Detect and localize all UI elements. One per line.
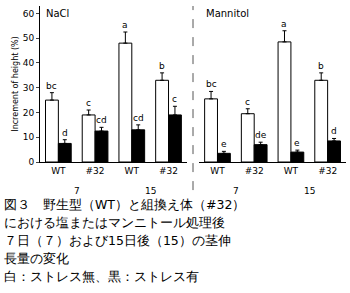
svg-text:a: a: [122, 20, 128, 30]
svg-text:c: c: [245, 97, 250, 107]
svg-text:15: 15: [145, 186, 156, 196]
svg-text:15: 15: [304, 186, 315, 196]
svg-text:WT: WT: [125, 166, 140, 176]
svg-text:e: e: [294, 138, 300, 148]
svg-text:Increment of height (%): Increment of height (%): [11, 36, 20, 131]
svg-text:bc: bc: [206, 79, 217, 89]
svg-text:WT: WT: [51, 166, 66, 176]
html-text:図３ 野生型（WT）と組換え体（#32）: 図３ 野生型（WT）と組換え体（#32）: [4, 197, 246, 212]
html-text:７日（７）および15日後（15）の茎伸: ７日（７）および15日後（15）の茎伸: [4, 233, 231, 248]
svg-text:Mannitol: Mannitol: [206, 8, 249, 19]
svg-text:60: 60: [23, 9, 35, 19]
svg-text:d: d: [331, 126, 337, 136]
svg-text:cd: cd: [133, 113, 144, 123]
html-text:における塩またはマンニトール処理後: における塩またはマンニトール処理後: [4, 215, 225, 230]
svg-text:#32: #32: [159, 166, 178, 176]
html-text:長量の変化: 長量の変化: [4, 251, 69, 266]
svg-text:c: c: [172, 94, 177, 104]
svg-text:b: b: [159, 61, 165, 71]
svg-text:7: 7: [74, 186, 80, 196]
svg-text:e: e: [221, 139, 227, 149]
svg-text:cd: cd: [96, 115, 107, 125]
svg-text:7: 7: [233, 186, 239, 196]
svg-text:d: d: [62, 128, 68, 138]
svg-text:bc: bc: [46, 81, 57, 91]
html-text:白：ストレス無、黒：ストレス有: 白：ストレス無、黒：ストレス有: [4, 269, 199, 284]
svg-text:NaCl: NaCl: [46, 8, 69, 19]
svg-text:#32: #32: [318, 166, 337, 176]
svg-text:#32: #32: [86, 166, 105, 176]
svg-text:#32: #32: [245, 166, 264, 176]
svg-text:WT: WT: [284, 166, 299, 176]
svg-text:de: de: [255, 130, 267, 140]
svg-text:b: b: [318, 61, 324, 71]
svg-text:10: 10: [23, 132, 35, 142]
svg-text:20: 20: [23, 108, 35, 118]
svg-text:c: c: [86, 98, 91, 108]
svg-text:a: a: [281, 19, 287, 29]
svg-text:WT: WT: [210, 166, 225, 176]
svg-text:30: 30: [23, 83, 35, 93]
svg-text:50: 50: [23, 33, 35, 43]
svg-text:40: 40: [23, 58, 35, 68]
svg-text:0: 0: [28, 157, 34, 167]
